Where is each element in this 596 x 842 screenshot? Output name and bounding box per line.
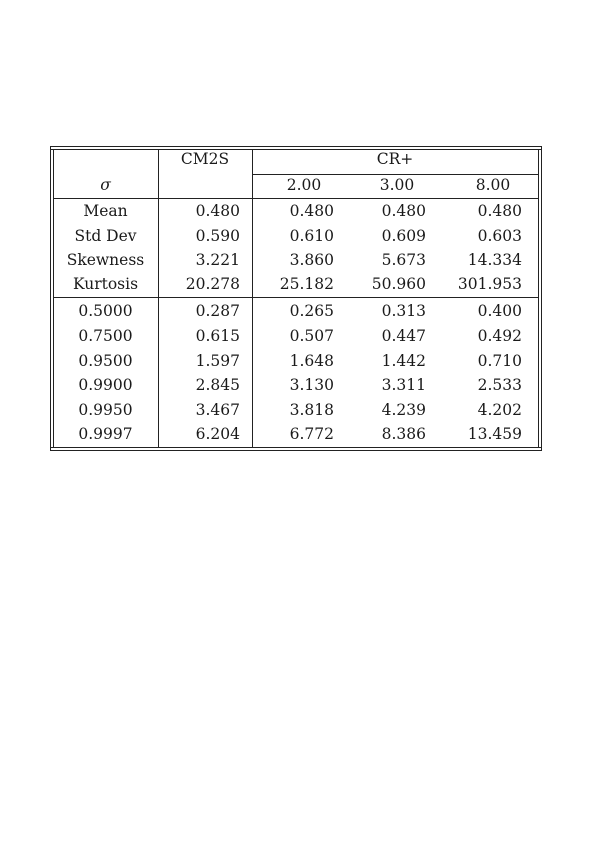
cell-value: 0.447 [381,327,426,345]
cell-value: 0.400 [477,302,522,320]
cell-value: 0.710 [477,352,522,370]
row-label: 0.5000 [78,302,133,320]
row-label: Mean [83,202,128,220]
header-cm2s: CM2S [180,150,230,168]
results-table: CM2S CR+ σ 2.00 3.00 8.00 Mean 0.480 0.4… [50,146,542,454]
stats-rule [53,297,539,298]
bottom-rule-outer [50,450,542,451]
cell-value: 3.311 [381,376,426,394]
cell-value: 1.442 [381,352,426,370]
row-label: 0.7500 [78,327,133,345]
cell-value: 3.860 [289,251,334,269]
cell-value: 0.610 [289,227,334,245]
header-crplus: CR+ [376,150,414,168]
cell-value: 0.615 [195,327,240,345]
right-rule-outer [541,146,542,451]
top-rule-inner [50,149,542,150]
cell-value: 5.673 [381,251,426,269]
cell-value: 25.182 [279,275,334,293]
row-label: 0.9997 [78,425,133,443]
header-sigma: σ [100,176,111,194]
cell-value: 301.953 [457,275,522,293]
group-rule [252,174,539,175]
cell-value: 6.772 [289,425,334,443]
cell-value: 0.480 [477,202,522,220]
cell-value: 3.221 [195,251,240,269]
left-rule-outer [50,146,51,451]
cell-value: 0.480 [289,202,334,220]
cell-value: 0.609 [381,227,426,245]
cell-value: 0.507 [289,327,334,345]
row-label: 0.9950 [78,401,133,419]
row-label: Std Dev [74,227,137,245]
header-sub-8: 8.00 [475,176,511,194]
header-sub-2: 2.00 [286,176,322,194]
row-label: 0.9900 [78,376,133,394]
col-rule-1 [158,149,159,448]
cell-value: 0.480 [381,202,426,220]
cell-value: 3.130 [289,376,334,394]
cell-value: 13.459 [467,425,522,443]
cell-value: 0.265 [289,302,334,320]
cell-value: 0.313 [381,302,426,320]
header-sub-3: 3.00 [379,176,415,194]
top-rule-outer [50,146,542,147]
cell-value: 20.278 [185,275,240,293]
cell-value: 6.204 [195,425,240,443]
col-rule-2 [252,149,253,448]
cell-value: 4.202 [477,401,522,419]
header-rule [53,198,539,199]
cell-value: 0.603 [477,227,522,245]
cell-value: 0.492 [477,327,522,345]
right-rule-inner [538,149,539,448]
cell-value: 1.648 [289,352,334,370]
cell-value: 14.334 [467,251,522,269]
cell-value: 0.590 [195,227,240,245]
bottom-rule-inner [50,447,542,448]
row-label: Skewness [66,251,145,269]
cell-value: 1.597 [195,352,240,370]
cell-value: 0.480 [195,202,240,220]
row-label: Kurtosis [72,275,139,293]
row-label: 0.9500 [78,352,133,370]
cell-value: 2.845 [195,376,240,394]
cell-value: 3.467 [195,401,240,419]
left-rule-inner [53,149,54,448]
cell-value: 0.287 [195,302,240,320]
cell-value: 3.818 [289,401,334,419]
cell-value: 50.960 [371,275,426,293]
cell-value: 8.386 [381,425,426,443]
cell-value: 2.533 [477,376,522,394]
cell-value: 4.239 [381,401,426,419]
